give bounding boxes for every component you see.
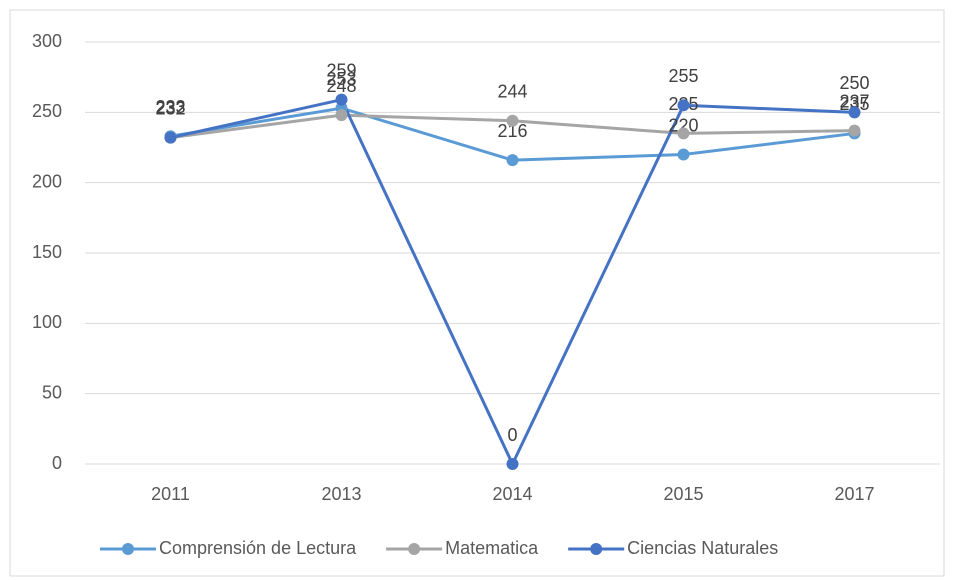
y-tick-label: 50: [42, 382, 62, 402]
x-tick-label: 2011: [151, 484, 190, 504]
data-point: [506, 458, 519, 470]
data-point: [677, 127, 690, 140]
data-point: [677, 99, 690, 112]
data-point: [506, 114, 519, 127]
data-point: [848, 124, 861, 137]
y-tick-label: 200: [32, 171, 62, 191]
legend-marker: [122, 543, 134, 555]
data-label: 244: [497, 82, 527, 102]
data-label: 220: [668, 115, 698, 135]
data-label: 255: [668, 66, 698, 86]
data-label: 237: [839, 91, 869, 111]
data-point: [335, 93, 348, 106]
legend-marker: [408, 543, 421, 555]
data-label: 232: [155, 98, 185, 118]
data-label: 235: [839, 94, 869, 114]
y-tick-label: 250: [32, 101, 62, 121]
legend-marker: [590, 543, 603, 555]
data-label: 216: [497, 121, 527, 141]
data-label: 253: [326, 69, 356, 89]
data-point: [506, 154, 519, 167]
y-tick-label: 300: [32, 31, 62, 51]
chart-border: [9, 9, 945, 577]
data-point: [335, 109, 348, 122]
x-tick-label: 2013: [321, 484, 361, 504]
y-tick-label: 0: [52, 453, 62, 473]
data-point: [848, 106, 861, 119]
y-tick-label: 100: [32, 312, 62, 332]
legend-label: Comprensión de Lectura: [159, 538, 357, 558]
x-tick-label: 2014: [492, 484, 532, 504]
x-tick-label: 2015: [663, 484, 703, 504]
data-label: 250: [839, 73, 869, 93]
y-tick-label: 150: [32, 242, 62, 262]
legend-label: Ciencias Naturales: [627, 538, 778, 558]
data-label: 248: [326, 76, 356, 96]
data-point: [164, 131, 177, 144]
data-label: 0: [507, 425, 517, 445]
data-label: 232: [155, 98, 185, 118]
x-tick-label: 2017: [834, 484, 874, 504]
data-label: 259: [326, 60, 356, 80]
legend-label: Matematica: [445, 538, 539, 558]
data-point: [677, 148, 690, 161]
data-label: 233: [155, 97, 185, 117]
